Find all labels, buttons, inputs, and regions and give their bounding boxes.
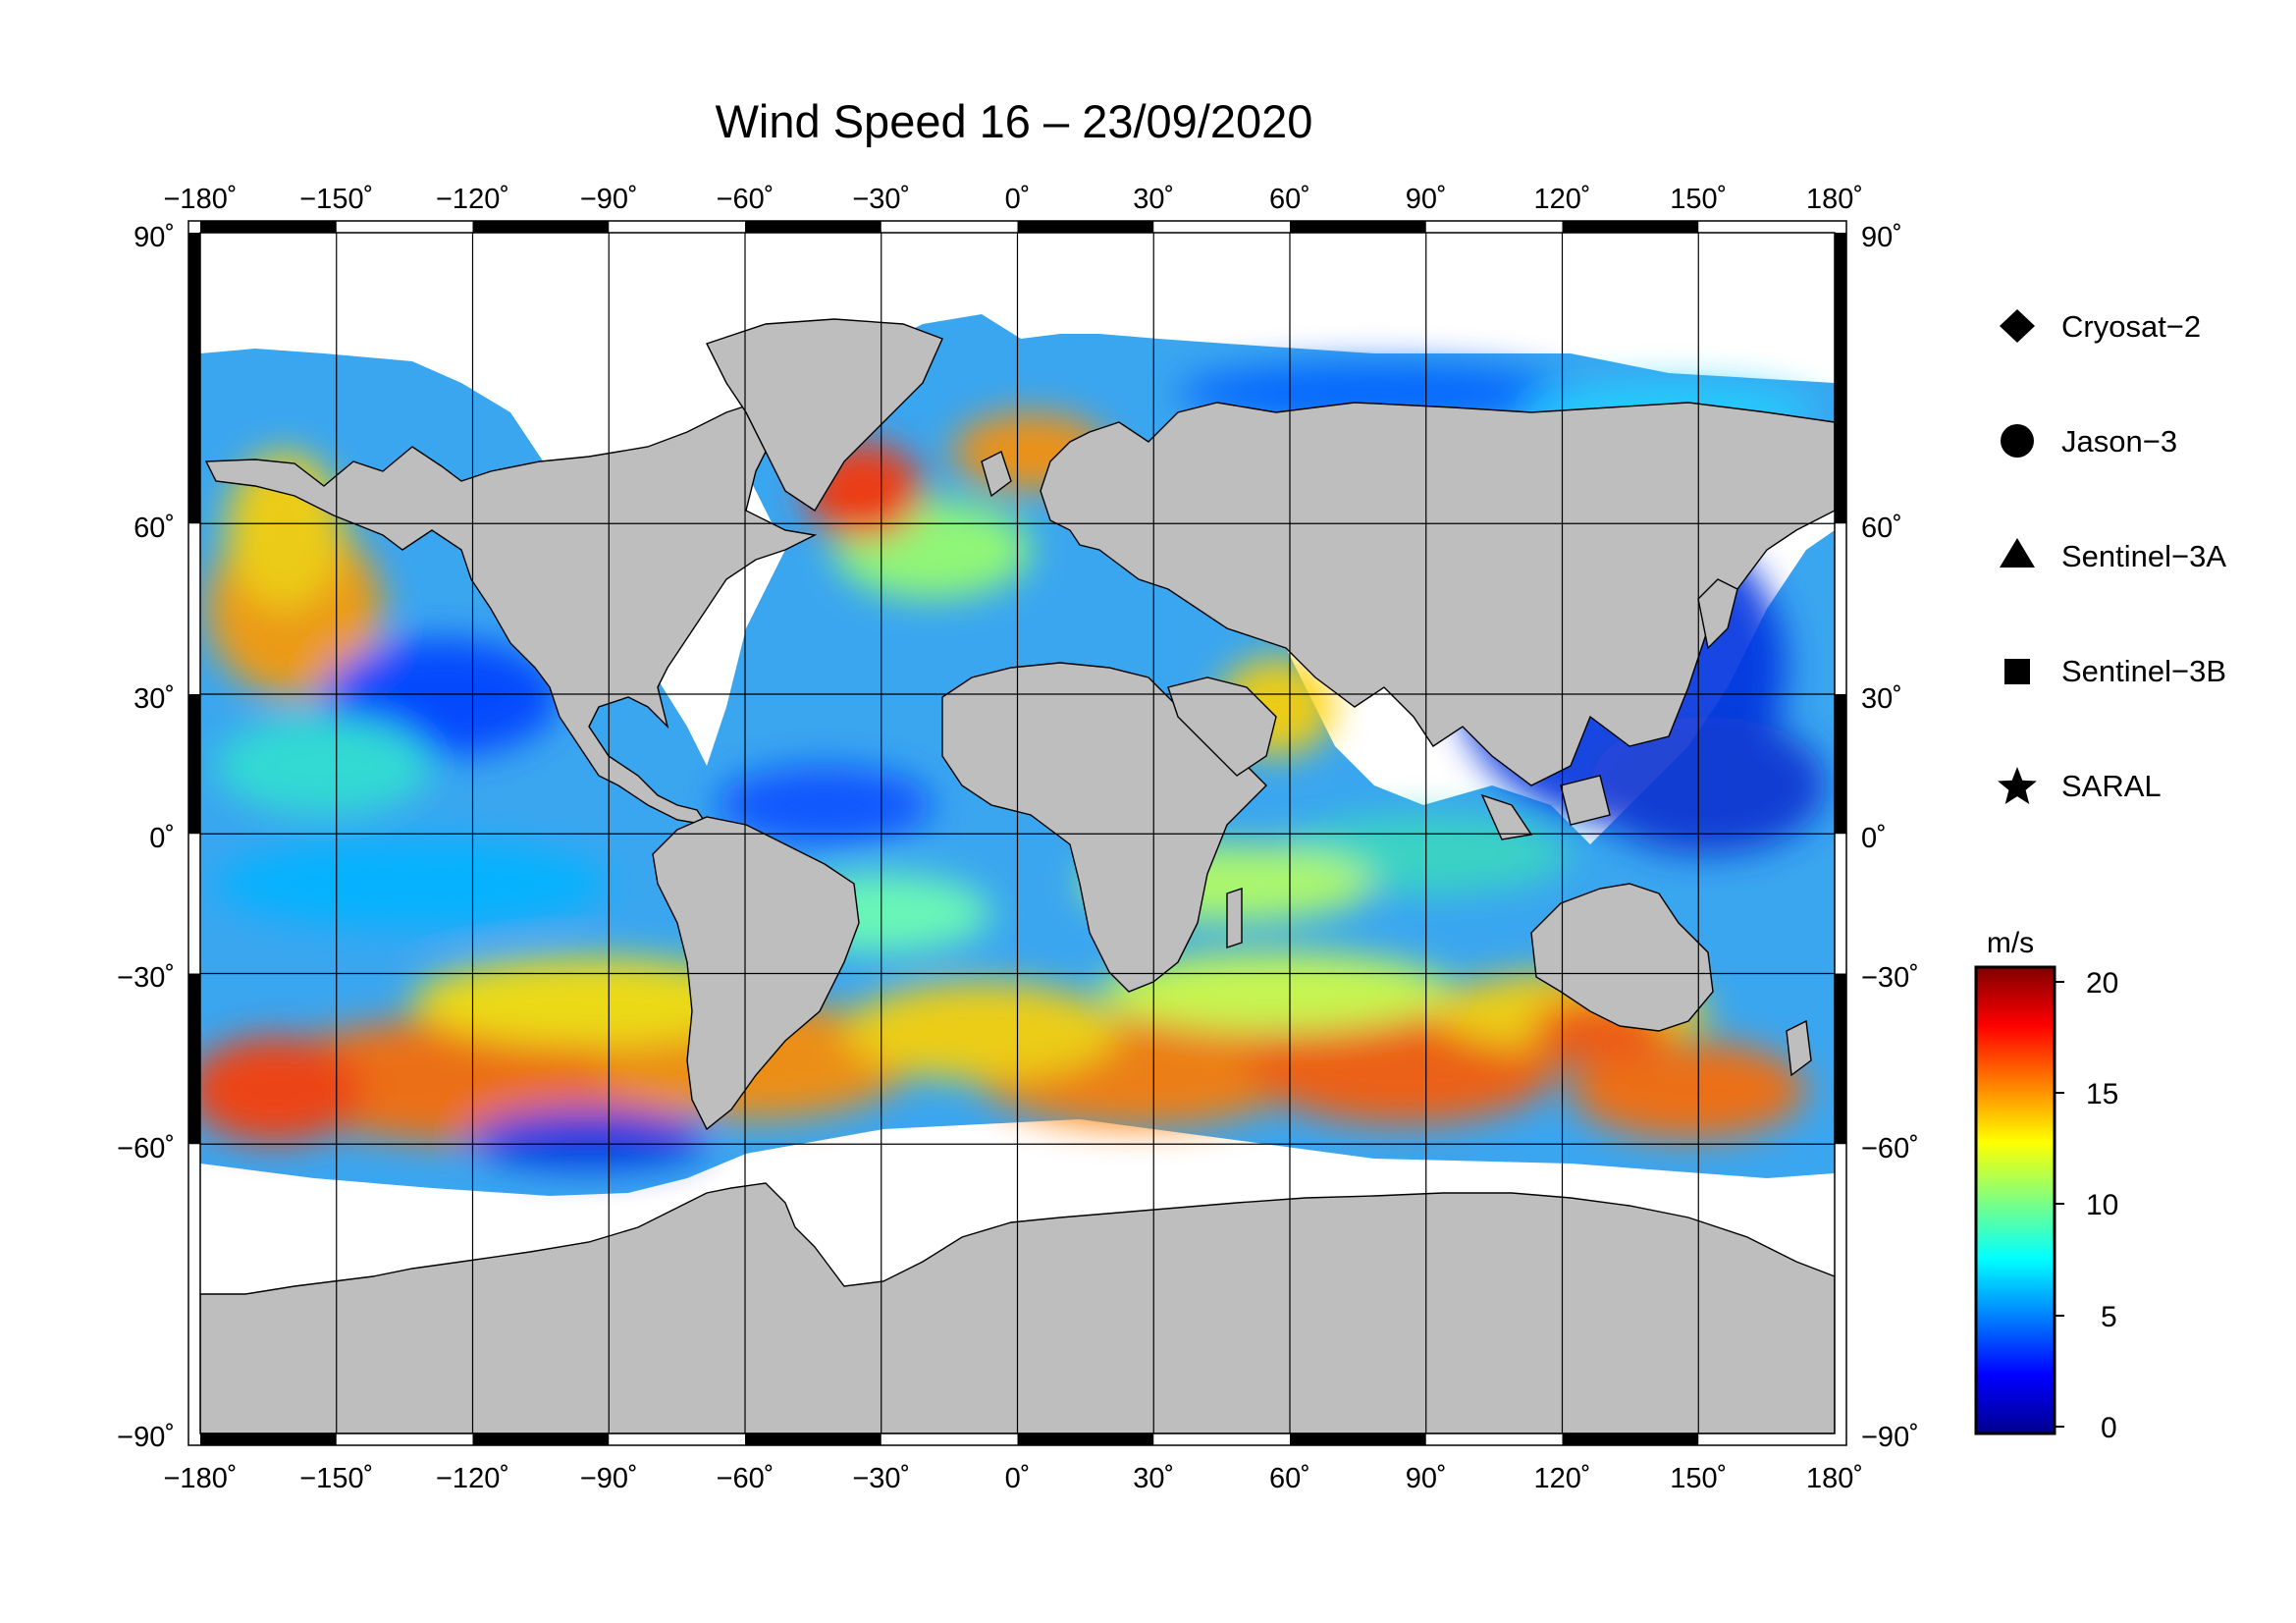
lon-tick-bottom: 180˚ (1806, 1463, 1863, 1494)
lon-tick-top: 90˚ (1406, 184, 1447, 215)
legend-item-cryosat: Cryosat−2 (2000, 309, 2201, 344)
lon-tick-top: 180˚ (1806, 184, 1863, 215)
diamond-icon (2000, 309, 2035, 343)
legend-label: SARAL (2061, 769, 2162, 803)
borneo-land (1560, 775, 1611, 826)
lat-tick-left: −90˚ (117, 1422, 175, 1453)
new-zealand-land (1786, 1019, 1812, 1077)
map-area (200, 233, 1835, 1434)
legend-label: Cryosat−2 (2061, 309, 2201, 344)
uk-land (981, 451, 1012, 498)
sumatra-land (1480, 793, 1533, 840)
lon-tick-top: −90˚ (580, 184, 638, 215)
japan-land (1697, 578, 1738, 650)
lat-tick-right: −90˚ (1861, 1422, 1919, 1453)
lat-tick-right: 60˚ (1861, 513, 1902, 544)
wind-speed-patterns (200, 363, 1826, 1168)
greenland-land (706, 318, 943, 512)
colorbar: m/s 20 15 10 5 0 (1974, 927, 2118, 1444)
lon-tick-bottom: 30˚ (1133, 1463, 1174, 1494)
lon-tick-bottom: 0˚ (1005, 1463, 1031, 1494)
lon-tick-bottom: 120˚ (1533, 1463, 1590, 1494)
legend-item-sentinel-3b: Sentinel−3B (2004, 654, 2226, 688)
lon-tick-bottom: −30˚ (852, 1463, 910, 1494)
lon-tick-top: 60˚ (1269, 184, 1310, 215)
madagascar-land (1226, 888, 1243, 948)
lon-tick-bottom: 60˚ (1269, 1463, 1310, 1494)
lon-tick-top: −120˚ (436, 184, 509, 215)
colorbar-tick: 15 (2086, 1078, 2118, 1110)
lon-tick-bottom: −60˚ (717, 1463, 774, 1494)
circle-icon (2001, 424, 2034, 458)
satellite-legend: Cryosat−2 Jason−3 Sentinel−3A Sentinel−3… (1998, 309, 2226, 804)
triangle-icon (2000, 538, 2035, 568)
colorbar-tick: 20 (2086, 967, 2118, 1000)
eurasia-land (1040, 402, 1835, 786)
legend-label: Sentinel−3A (2061, 539, 2226, 573)
legend-item-jason: Jason−3 (2001, 424, 2177, 459)
lon-tick-top: 30˚ (1133, 184, 1174, 215)
lat-tick-right: −60˚ (1861, 1133, 1919, 1164)
lon-ticks-bottom: −180˚ −150˚ −120˚ −90˚ −60˚ −30˚ 0˚ 30˚ … (164, 1463, 1864, 1494)
lat-tick-left: 90˚ (133, 222, 175, 253)
lat-tick-right: 30˚ (1861, 683, 1902, 715)
lon-tick-bottom: −150˚ (299, 1463, 373, 1494)
colorbar-tick: 5 (2101, 1301, 2117, 1333)
lat-tick-left: −60˚ (117, 1133, 175, 1164)
legend-item-saral: SARAL (1998, 767, 2162, 804)
graticule (200, 233, 1835, 1434)
lon-ticks-top: −180˚ −150˚ −120˚ −90˚ −60˚ −30˚ 0˚ 30˚ … (164, 184, 1864, 215)
australia-land (1530, 883, 1714, 1032)
lon-tick-top: −30˚ (852, 184, 910, 215)
lat-tick-left: 30˚ (133, 683, 175, 715)
lat-tick-left: 0˚ (149, 823, 175, 854)
lon-tick-top: 120˚ (1533, 184, 1590, 215)
lat-tick-left: −30˚ (117, 962, 175, 994)
lon-tick-top: 0˚ (1005, 184, 1031, 215)
lon-tick-bottom: 150˚ (1670, 1463, 1727, 1494)
lon-tick-top: −60˚ (717, 184, 774, 215)
africa-land (941, 662, 1267, 993)
legend-label: Sentinel−3B (2061, 654, 2226, 688)
colorbar-ramp (1974, 965, 2056, 1435)
lat-ticks-left: 90˚ 60˚ 30˚ 0˚ −30˚ −60˚ −90˚ (117, 222, 175, 1453)
star-icon (1998, 767, 2037, 804)
lon-tick-bottom: −120˚ (436, 1463, 509, 1494)
lon-tick-bottom: −180˚ (164, 1463, 238, 1494)
colorbar-unit: m/s (1987, 927, 2034, 959)
lat-tick-right: −30˚ (1861, 962, 1919, 994)
lat-ticks-right: 90˚ 60˚ 30˚ 0˚ −30˚ −60˚ −90˚ (1861, 222, 1919, 1453)
lat-tick-right: 0˚ (1861, 823, 1887, 854)
map-frame (187, 220, 1847, 1446)
lat-tick-left: 60˚ (133, 513, 175, 544)
legend-label: Jason−3 (2061, 424, 2177, 459)
legend-item-sentinel-3a: Sentinel−3A (2000, 538, 2226, 573)
lon-tick-top: −150˚ (299, 184, 373, 215)
lon-tick-bottom: −90˚ (580, 1463, 638, 1494)
lon-tick-bottom: 90˚ (1406, 1463, 1447, 1494)
lat-tick-right: 90˚ (1861, 222, 1902, 253)
lon-tick-top: 150˚ (1670, 184, 1727, 215)
map-title: Wind Speed 16 – 23/09/2020 (716, 95, 1313, 147)
colorbar-tick: 10 (2086, 1189, 2118, 1221)
colorbar-tick: 0 (2101, 1412, 2117, 1444)
arabia-land (1167, 676, 1277, 777)
lon-tick-top: −180˚ (164, 184, 238, 215)
square-icon (2004, 659, 2030, 684)
north-america-land (204, 402, 818, 826)
